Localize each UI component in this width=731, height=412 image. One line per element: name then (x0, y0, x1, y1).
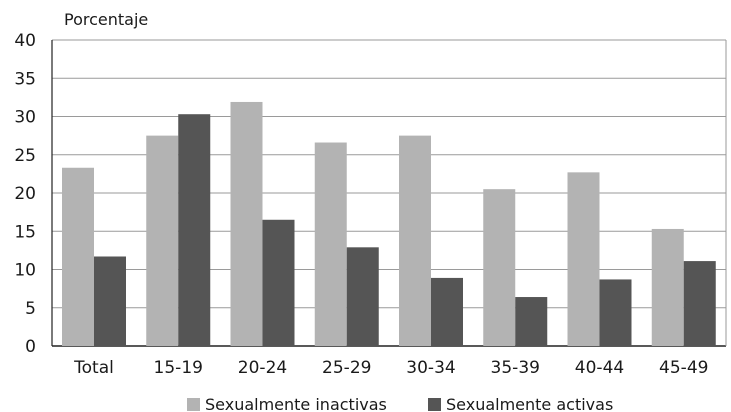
bar-activas (683, 261, 716, 346)
bar-inactivas (483, 189, 516, 346)
x-tick-label: Total (73, 358, 114, 378)
y-tick-label: 25 (14, 146, 36, 166)
bar-inactivas (146, 135, 179, 346)
bar-activas (346, 247, 379, 346)
bar-inactivas (62, 167, 94, 346)
x-tick-label: 35-39 (491, 358, 540, 378)
bar-inactivas (314, 142, 347, 346)
bar-activas (515, 297, 548, 346)
x-tick-label: 25-29 (322, 358, 371, 378)
bar-activas (599, 279, 632, 346)
bar-activas (94, 256, 126, 346)
bar-activas (431, 277, 463, 346)
x-tick-label: 45-49 (659, 358, 708, 378)
x-tick-label: 15-19 (154, 358, 203, 378)
x-tick-label: 30-34 (406, 358, 455, 378)
bar-inactivas (399, 135, 431, 346)
x-tick-label: 40-44 (575, 358, 624, 378)
legend-swatch (428, 398, 441, 411)
y-tick-label: 0 (25, 337, 36, 357)
legend: Sexualmente inactivas Sexualmente activas (187, 395, 613, 412)
bar-activas (178, 114, 211, 346)
y-tick-label: 20 (14, 184, 36, 204)
x-axis-ticks: Total 15-19 20-24 25-29 30-34 35-39 40-44 45-49 (73, 358, 708, 378)
bar-inactivas (567, 172, 600, 346)
y-tick-label: 10 (14, 261, 36, 281)
y-tick-label: 35 (14, 69, 36, 89)
legend-swatch (187, 398, 200, 411)
y-axis-label: Porcentaje (64, 10, 148, 29)
bar-inactivas (230, 101, 263, 346)
bar-activas (262, 219, 295, 346)
bars (62, 101, 716, 346)
legend-label: Sexualmente activas (446, 395, 613, 412)
y-tick-label: 15 (14, 222, 36, 242)
y-tick-label: 30 (14, 108, 36, 128)
x-tick-label: 20-24 (238, 358, 287, 378)
bar-inactivas (651, 228, 684, 346)
y-tick-label: 40 (14, 31, 36, 51)
y-tick-label: 5 (25, 299, 36, 319)
legend-label: Sexualmente inactivas (205, 395, 387, 412)
y-axis-ticks: 0 5 10 15 20 25 30 35 40 (14, 31, 36, 357)
